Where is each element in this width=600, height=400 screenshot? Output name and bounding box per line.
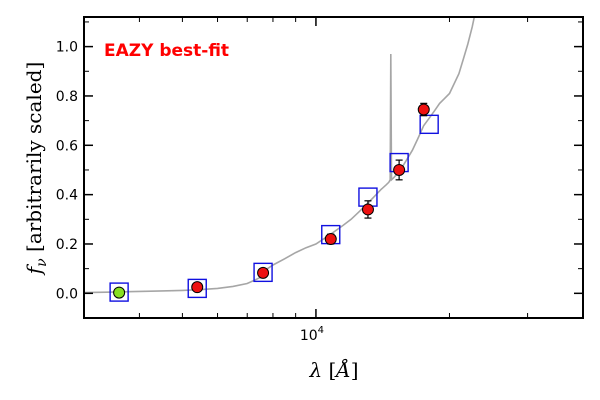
y-tick-label: 0.8 bbox=[56, 89, 78, 105]
model-photometry-box bbox=[187, 278, 207, 299]
model-photometry-box bbox=[419, 114, 439, 135]
x-tick-label: 104 bbox=[300, 325, 324, 344]
y-tick-label: 0.6 bbox=[56, 138, 78, 154]
observed-point bbox=[324, 233, 337, 246]
y-tick-label: 0.2 bbox=[56, 237, 78, 253]
x-axis-label: λ [Å] bbox=[308, 357, 358, 382]
observed-point bbox=[257, 266, 270, 279]
model-photometry-box bbox=[253, 262, 273, 283]
observed-point bbox=[191, 281, 204, 294]
observed-point bbox=[361, 203, 374, 216]
observed-point bbox=[417, 103, 430, 116]
observed-point bbox=[113, 286, 126, 299]
plot-frame bbox=[83, 16, 584, 319]
data-group bbox=[84, 17, 476, 302]
plot-layer: 0.0 0.2 0.4 0.6 0.8 1.0 104 bbox=[56, 16, 584, 344]
y-axis-label: fν [arbitrarily scaled] bbox=[22, 62, 50, 277]
model-photometry-box bbox=[109, 282, 129, 302]
y-tick-label: 0.0 bbox=[56, 286, 78, 302]
observed-point bbox=[393, 163, 406, 176]
annotation-label: EAZY best-fit bbox=[104, 41, 229, 61]
y-tick-label: 1.0 bbox=[56, 40, 78, 56]
y-tick-label: 0.4 bbox=[56, 188, 78, 204]
